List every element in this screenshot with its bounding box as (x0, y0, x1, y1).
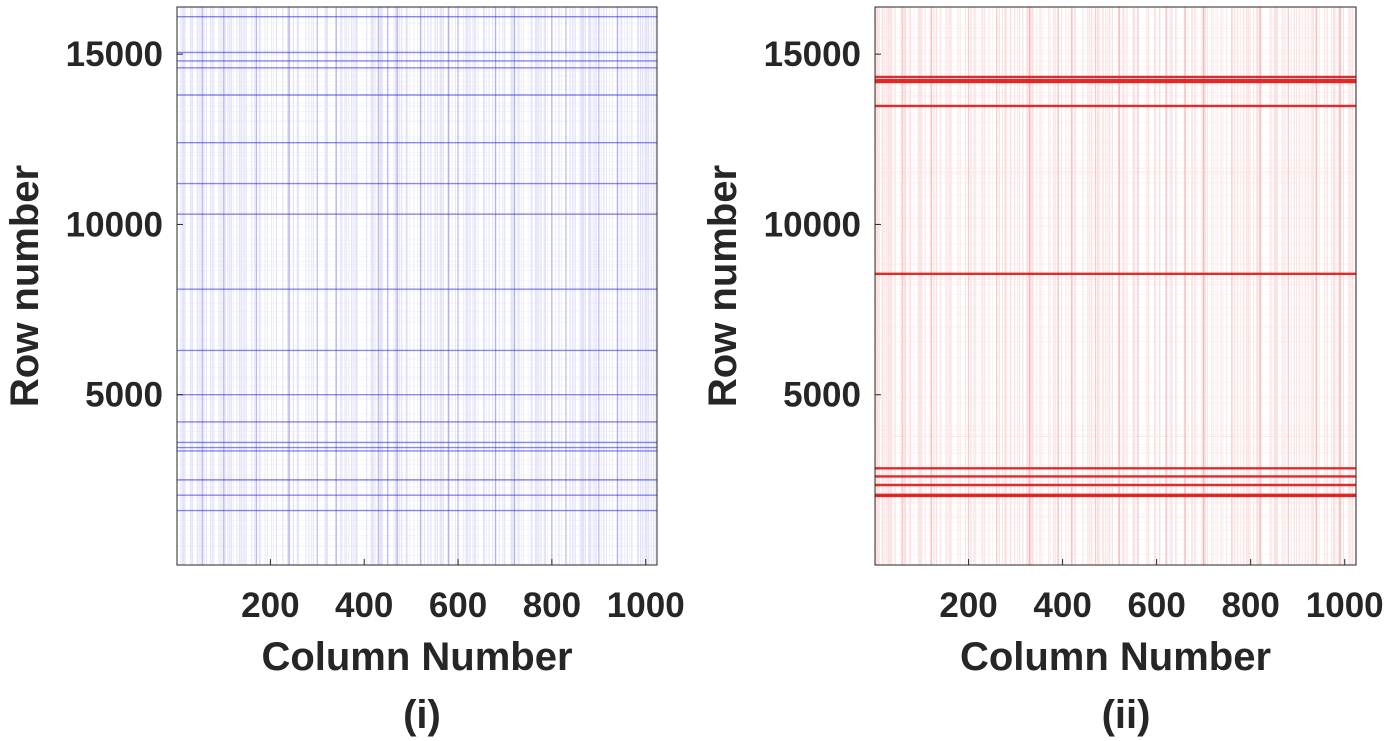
background-texture (875, 7, 1356, 565)
plot-area (177, 7, 657, 565)
y-tick-label-0: 5000 (85, 376, 163, 415)
x-tick-label-2: 600 (429, 586, 487, 625)
plot-area (875, 7, 1356, 565)
x-tick-label-4: 1000 (1306, 586, 1384, 625)
y-tick-label-0: 5000 (783, 376, 861, 415)
x-tick-label-0: 200 (939, 586, 997, 625)
chart-panel-ii: 200 400 600 800 1000 5000 10000 15000 Column Num… (701, 6, 1384, 737)
axes-frame (176, 6, 658, 566)
axes-frame (874, 6, 1357, 566)
y-tick-label-1: 10000 (66, 205, 163, 244)
x-axis-label: Column Number (261, 635, 572, 679)
x-tick-label-4: 1000 (607, 586, 685, 625)
y-tick-label-2: 15000 (764, 35, 861, 74)
x-tick-label-3: 800 (523, 586, 581, 625)
x-tick-label-3: 800 (1221, 586, 1279, 625)
y-axis-label: Row number (701, 165, 745, 407)
x-tick-label-2: 600 (1127, 586, 1185, 625)
x-tick-label-1: 400 (335, 586, 393, 625)
y-tick-label-2: 15000 (66, 35, 163, 74)
x-tick-label-1: 400 (1033, 586, 1091, 625)
y-tick-label-1: 10000 (764, 205, 861, 244)
panel-label: (ii) (1102, 693, 1151, 737)
panel-label: (i) (403, 693, 441, 737)
chart-panel-i: 200 400 600 800 1000 5000 10000 15000 Column Num… (3, 6, 685, 737)
x-axis-label: Column Number (960, 635, 1271, 679)
x-tick-label-0: 200 (241, 586, 299, 625)
y-axis-label: Row number (3, 165, 47, 407)
